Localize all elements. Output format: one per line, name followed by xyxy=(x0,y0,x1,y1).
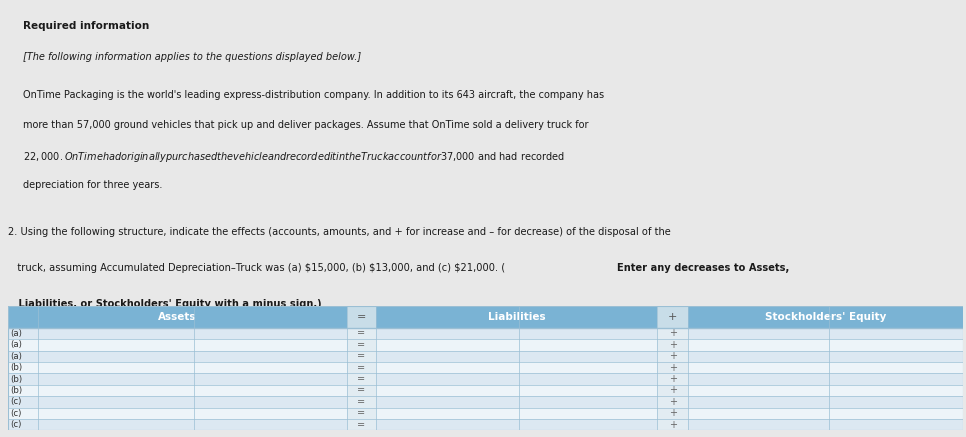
Text: (c): (c) xyxy=(11,397,22,406)
Bar xyxy=(658,373,688,385)
Bar xyxy=(688,396,963,408)
Bar xyxy=(8,373,347,385)
Bar xyxy=(347,306,376,328)
Bar xyxy=(347,408,376,419)
Bar xyxy=(688,339,963,350)
Bar xyxy=(376,408,658,419)
Bar xyxy=(376,373,658,385)
Bar xyxy=(347,339,376,350)
Bar xyxy=(8,408,347,419)
Bar xyxy=(658,362,688,373)
Text: +: + xyxy=(668,374,676,384)
Bar xyxy=(8,328,347,339)
Bar xyxy=(8,339,347,350)
Text: =: = xyxy=(357,351,365,361)
Bar xyxy=(688,408,963,419)
Bar xyxy=(347,419,376,430)
Text: (b): (b) xyxy=(11,363,23,372)
Bar xyxy=(688,328,963,339)
Text: =: = xyxy=(357,340,365,350)
Text: =: = xyxy=(356,312,366,322)
Text: +: + xyxy=(668,312,677,322)
Bar xyxy=(688,350,963,362)
Text: truck, assuming Accumulated Depreciation–Truck was (a) $15,000, (b) $13,000, and: truck, assuming Accumulated Depreciation… xyxy=(8,263,505,273)
Bar xyxy=(658,408,688,419)
Bar xyxy=(8,396,347,408)
Text: Stockholders' Equity: Stockholders' Equity xyxy=(765,312,886,322)
Bar xyxy=(658,385,688,396)
Bar xyxy=(658,328,688,339)
Text: Liabilities, or Stockholders' Equity with a minus sign.): Liabilities, or Stockholders' Equity wit… xyxy=(8,299,322,309)
Text: (b): (b) xyxy=(11,375,23,384)
Text: +: + xyxy=(668,420,676,430)
Bar xyxy=(8,362,347,373)
Text: =: = xyxy=(357,397,365,407)
Text: +: + xyxy=(668,328,676,338)
Bar xyxy=(376,350,658,362)
Text: (a): (a) xyxy=(11,329,22,338)
Text: depreciation for three years.: depreciation for three years. xyxy=(23,180,162,190)
Text: OnTime Packaging is the world's leading express-distribution company. In additio: OnTime Packaging is the world's leading … xyxy=(23,90,604,100)
Bar xyxy=(376,339,658,350)
Bar xyxy=(347,328,376,339)
Bar xyxy=(8,350,347,362)
Text: 2. Using the following structure, indicate the effects (accounts, amounts, and +: 2. Using the following structure, indica… xyxy=(8,227,670,237)
Text: Enter any decreases to Assets,: Enter any decreases to Assets, xyxy=(617,263,789,273)
Text: $22,000. OnTime had originally purchased the vehicle and recorded it in the Truc: $22,000. OnTime had originally purchased… xyxy=(23,150,565,164)
Text: +: + xyxy=(668,397,676,407)
Text: Liabilities: Liabilities xyxy=(488,312,545,322)
Text: +: + xyxy=(668,408,676,418)
Text: =: = xyxy=(357,420,365,430)
Text: (a): (a) xyxy=(11,352,22,361)
Text: (c): (c) xyxy=(11,409,22,418)
Bar xyxy=(347,385,376,396)
Text: (b): (b) xyxy=(11,386,23,395)
Bar xyxy=(688,362,963,373)
Text: =: = xyxy=(357,374,365,384)
Bar xyxy=(347,396,376,408)
Bar xyxy=(376,362,658,373)
Text: +: + xyxy=(668,340,676,350)
Text: +: + xyxy=(668,363,676,373)
Bar xyxy=(688,373,963,385)
Bar xyxy=(376,328,658,339)
Bar xyxy=(658,306,688,328)
Bar xyxy=(376,396,658,408)
Bar xyxy=(688,306,963,328)
Text: =: = xyxy=(357,408,365,418)
Text: (a): (a) xyxy=(11,340,22,349)
Text: +: + xyxy=(668,351,676,361)
Bar xyxy=(376,385,658,396)
Text: =: = xyxy=(357,363,365,373)
Text: Assets: Assets xyxy=(158,312,196,322)
Bar xyxy=(688,419,963,430)
Text: =: = xyxy=(357,328,365,338)
Bar xyxy=(376,306,658,328)
Bar xyxy=(8,306,347,328)
Bar xyxy=(658,339,688,350)
Text: =: = xyxy=(357,385,365,395)
Bar xyxy=(8,419,347,430)
Bar xyxy=(376,419,658,430)
Text: [The following information applies to the questions displayed below.]: [The following information applies to th… xyxy=(23,52,361,62)
Bar xyxy=(658,396,688,408)
Bar xyxy=(658,419,688,430)
Bar xyxy=(688,385,963,396)
Text: +: + xyxy=(668,385,676,395)
Text: more than 57,000 ground vehicles that pick up and deliver packages. Assume that : more than 57,000 ground vehicles that pi… xyxy=(23,120,588,130)
Bar xyxy=(347,362,376,373)
Bar xyxy=(347,350,376,362)
Bar xyxy=(8,385,347,396)
Bar xyxy=(347,373,376,385)
Text: Required information: Required information xyxy=(23,21,149,31)
Text: (c): (c) xyxy=(11,420,22,429)
Bar xyxy=(658,350,688,362)
